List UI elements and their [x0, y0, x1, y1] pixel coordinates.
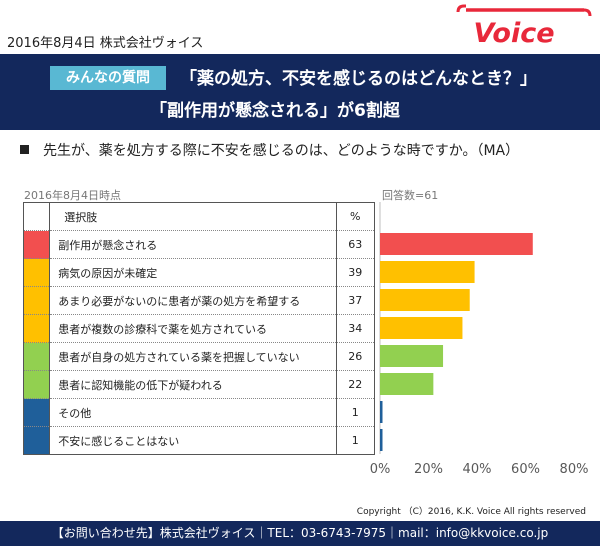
option-label: その他: [49, 398, 337, 427]
color-swatch: [22, 230, 51, 259]
option-percent: 1: [336, 398, 375, 427]
x-tick-label: 40%: [463, 462, 492, 477]
x-tick-label: 20%: [414, 462, 443, 477]
color-swatch: [22, 426, 51, 455]
headline-line2: 「副作用が懸念される」が6割超: [150, 101, 400, 121]
table-row: 患者が複数の診療科で薬を処方されている 34: [22, 314, 375, 343]
as-of-date: 2016年8月4日時点: [24, 189, 121, 202]
header-swatch-cell: [22, 202, 51, 231]
respondent-count: 回答数=61: [382, 189, 439, 202]
contact-footer: 【お問い合わせ先】株式会社ヴォイス｜TEL：03-6743-7975｜mail：…: [0, 521, 600, 546]
option-percent: 26: [336, 342, 375, 371]
bar: [380, 345, 444, 367]
option-percent: 1: [336, 426, 375, 455]
bar: [380, 289, 470, 311]
color-swatch: [22, 370, 51, 399]
color-swatch: [22, 258, 51, 287]
bar: [380, 317, 463, 339]
option-label: 不安に感じることはない: [49, 426, 337, 455]
x-tick-label: 0%: [370, 462, 390, 477]
voice-logo: Voice: [456, 4, 592, 48]
option-label: 患者が複数の診療科で薬を処方されている: [49, 314, 337, 343]
table-row: 病気の原因が未確定 39: [22, 258, 375, 287]
bar: [380, 373, 434, 395]
table-row: その他 1: [22, 398, 375, 427]
table-row: あまり必要がないのに患者が薬の処方を希望する 37: [22, 286, 375, 315]
logo-text: Voice: [473, 18, 554, 48]
option-label: 患者に認知機能の低下が疑われる: [49, 370, 337, 399]
option-label: 副作用が懸念される: [49, 230, 337, 259]
option-percent: 63: [336, 230, 375, 259]
option-percent: 39: [336, 258, 375, 287]
option-column-header: 選択肢: [49, 202, 337, 231]
date-company: 2016年8月4日 株式会社ヴォイス: [7, 36, 204, 51]
color-swatch: [22, 398, 51, 427]
color-swatch: [22, 286, 51, 315]
color-swatch: [22, 342, 51, 371]
color-swatch: [22, 314, 51, 343]
option-label: 病気の原因が未確定: [49, 258, 337, 287]
option-label: あまり必要がないのに患者が薬の処方を希望する: [49, 286, 337, 315]
bar: [380, 261, 475, 283]
copyright-text: Copyright （C）2016, K.K. Voice All rights…: [356, 507, 586, 517]
option-percent: 34: [336, 314, 375, 343]
bar: [380, 401, 383, 423]
title-banner: みんなの質問 「薬の処方、不安を感じるのはどんなとき？」 「副作用が懸念される」…: [0, 54, 600, 130]
x-tick-label: 80%: [560, 462, 589, 477]
percent-column-header: %: [336, 202, 375, 231]
x-tick-label: 60%: [511, 462, 540, 477]
option-percent: 22: [336, 370, 375, 399]
table-row: 患者に認知機能の低下が疑われる 22: [22, 370, 375, 399]
survey-question: 先生が、薬を処方する際に不安を感じるのは、どのような時ですか。（MA）: [20, 140, 519, 160]
table-row: 不安に感じることはない 1: [22, 426, 375, 455]
bar: [380, 429, 383, 451]
table-row: 患者が自身の処方されている薬を把握していない 26: [22, 342, 375, 371]
badge-label: みんなの質問: [50, 66, 166, 90]
table-row: 副作用が懸念される 63: [22, 230, 375, 259]
table-header-row: 選択肢 %: [22, 202, 375, 231]
headline-line1: 「薬の処方、不安を感じるのはどんなとき？」: [180, 69, 537, 89]
option-percent: 37: [336, 286, 375, 315]
question-text: 先生が、薬を処方する際に不安を感じるのは、どのような時ですか。（MA）: [43, 143, 520, 159]
square-bullet-icon: [20, 145, 29, 154]
bar-chart: 0% 20% 40% 60% 80%: [370, 202, 589, 477]
option-label: 患者が自身の処方されている薬を把握していない: [49, 342, 337, 371]
top-bar: 2016年8月4日 株式会社ヴォイス Voice: [0, 0, 600, 54]
options-table: 選択肢 % 副作用が懸念される 63 病気の原因が未確定 39 あまり必要がないのに患者…: [22, 202, 375, 455]
bar: [380, 233, 533, 255]
